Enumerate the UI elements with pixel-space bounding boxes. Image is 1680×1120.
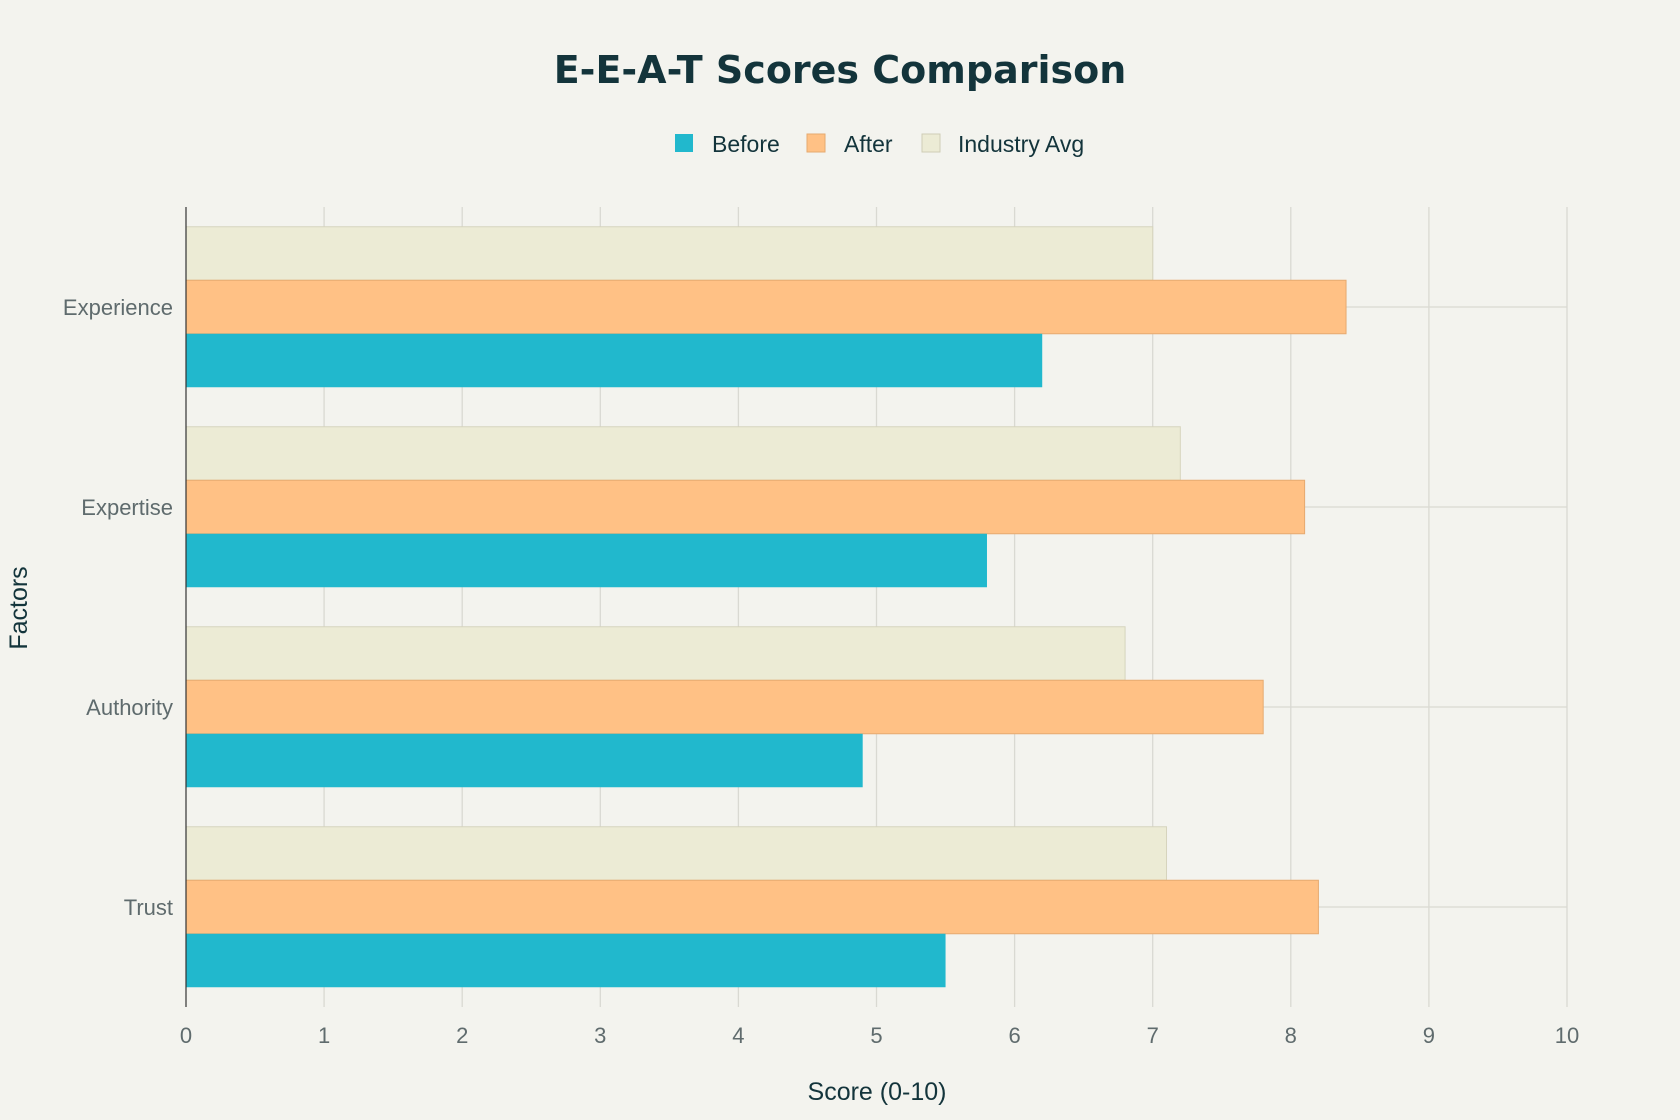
- x-tick-label: 1: [318, 1023, 330, 1048]
- legend-swatch: [921, 133, 941, 153]
- x-tick-label: 9: [1423, 1023, 1435, 1048]
- bar-before-authority: [186, 733, 863, 788]
- bar-after-expertise: [185, 479, 1306, 535]
- bar-industry-avg-authority: [185, 626, 1126, 681]
- x-axis-title: Score (0-10): [808, 1078, 947, 1106]
- x-tick-label: 4: [732, 1023, 744, 1048]
- bars: [185, 226, 1347, 988]
- legend-label: Before: [712, 131, 780, 157]
- y-category-label: Expertise: [81, 495, 173, 520]
- y-category-label: Authority: [86, 695, 173, 720]
- x-tick-label: 8: [1285, 1023, 1297, 1048]
- legend: Before After Industry Avg: [675, 131, 1084, 157]
- bar-industry-avg-trust: [185, 826, 1168, 881]
- legend-swatch: [675, 134, 693, 152]
- x-tick-label: 0: [180, 1023, 192, 1048]
- x-tick-label: 3: [594, 1023, 606, 1048]
- bar-after-authority: [185, 679, 1264, 735]
- y-axis-title: Factors: [5, 566, 33, 649]
- y-category-label: Experience: [63, 295, 173, 320]
- x-tick-label: 5: [870, 1023, 882, 1048]
- legend-label: Industry Avg: [958, 131, 1084, 157]
- x-tick-label: 7: [1147, 1023, 1159, 1048]
- x-tick-label: 2: [456, 1023, 468, 1048]
- x-tick-label: 10: [1555, 1023, 1579, 1048]
- bar-before-trust: [186, 933, 946, 988]
- y-category-label: Trust: [124, 895, 173, 920]
- x-tick-label: 6: [1008, 1023, 1020, 1048]
- bar-before-expertise: [186, 533, 987, 588]
- y-axis-categories: Experience Expertise Authority Trust: [63, 295, 173, 920]
- chart-title: E-E-A-T Scores Comparison: [554, 48, 1127, 92]
- bar-industry-avg-experience: [185, 226, 1154, 281]
- bar-after-trust: [185, 879, 1319, 935]
- bar-before-experience: [186, 333, 1043, 388]
- bar-after-experience: [185, 279, 1347, 335]
- bar-industry-avg-expertise: [185, 426, 1181, 481]
- legend-swatch: [806, 133, 826, 153]
- legend-label: After: [844, 131, 893, 157]
- x-axis-ticks: 0 1 2 3 4 5 6 7 8 9 10: [180, 1023, 1579, 1048]
